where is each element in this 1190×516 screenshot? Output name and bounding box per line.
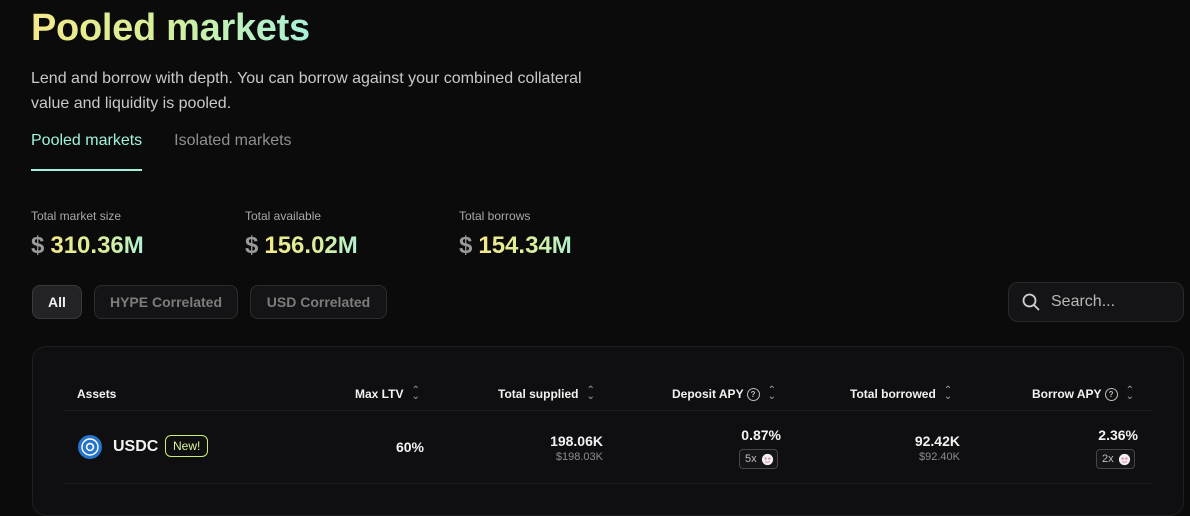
stat-label: Total borrows [459, 209, 531, 223]
max-ltv-value: 60% [395, 439, 424, 455]
stat-value: 156.02M [264, 232, 358, 259]
column-header-label: Deposit APY [672, 387, 744, 401]
column-header-total-borrowed[interactable]: Total borrowed ⌃ ⌄ [850, 385, 953, 402]
page-subtitle: Lend and borrow with depth. You can borr… [31, 70, 582, 112]
stat-total-available: Total available $156.02M [245, 209, 358, 260]
sort-icon[interactable]: ⌃ ⌄ [767, 385, 776, 402]
search-icon [1022, 293, 1040, 311]
borrow-points-multiplier[interactable]: 2x [1096, 449, 1135, 469]
column-header-borrow-apy[interactable]: Borrow APY? ⌃ ⌄ [1032, 385, 1134, 402]
points-icon [1118, 453, 1130, 465]
stat-total-borrows: Total borrows $154.34M [459, 209, 572, 260]
column-header-label: Max LTV [355, 387, 404, 401]
column-header-total-supplied[interactable]: Total supplied ⌃ ⌄ [498, 385, 595, 402]
table-row[interactable] [64, 411, 1152, 484]
column-header-label: Assets [77, 387, 117, 401]
column-header-label: Total borrowed [850, 387, 936, 401]
total-supplied-value: 198.06K [550, 433, 603, 449]
column-header-deposit-apy[interactable]: Deposit APY? ⌃ ⌄ [672, 385, 776, 402]
borrow-apy-value: 2.36% [1098, 427, 1138, 443]
total-supplied-usd: $198.03K [555, 451, 603, 463]
market-tabs: Pooled markets Isolated markets [31, 130, 324, 172]
stat-value: 310.36M [50, 232, 144, 259]
stat-label: Total market size [31, 209, 122, 223]
asset-name: USDC [113, 438, 159, 455]
filter-usd-correlated-button[interactable]: USD Correlated [250, 285, 387, 319]
currency-symbol: $ [245, 232, 259, 259]
sort-icon[interactable]: ⌃ ⌄ [1125, 385, 1134, 402]
column-header-label: Borrow APY [1032, 387, 1102, 401]
multiplier-label: 2x [1102, 453, 1114, 465]
total-borrowed-value: 92.42K [914, 433, 960, 449]
currency-symbol: $ [31, 232, 45, 259]
filter-hype-correlated-button[interactable]: HYPE Correlated [94, 285, 238, 319]
currency-symbol: $ [459, 232, 473, 259]
sort-icon[interactable]: ⌃ ⌄ [411, 385, 420, 402]
stat-value: 154.34M [478, 232, 572, 259]
deposit-points-multiplier[interactable]: 5x [739, 449, 778, 469]
points-icon [761, 453, 773, 465]
help-icon[interactable]: ? [1104, 387, 1118, 401]
stat-label: Total available [245, 209, 322, 223]
sort-icon[interactable]: ⌃ ⌄ [943, 385, 953, 402]
tab-pooled-markets[interactable]: Pooled markets [31, 130, 143, 172]
tab-isolated-markets[interactable]: Isolated markets [174, 132, 292, 149]
deposit-apy-value: 0.87% [741, 427, 781, 443]
search-input[interactable] [1049, 292, 1173, 312]
column-header-assets: Assets [77, 387, 116, 401]
sort-icon[interactable]: ⌃ ⌄ [586, 385, 595, 402]
stat-total-market-size: Total market size $310.36M [31, 209, 144, 260]
help-icon[interactable]: ? [746, 387, 760, 401]
multiplier-label: 5x [745, 453, 757, 465]
page-title: Pooled markets [31, 7, 310, 49]
total-borrowed-usd: $92.40K [919, 451, 960, 463]
header-divider [64, 410, 1152, 411]
column-header-label: Total supplied [498, 387, 579, 401]
search-box[interactable] [1008, 282, 1184, 322]
new-badge: New! [165, 435, 209, 457]
usdc-icon [78, 435, 102, 459]
filter-all-button[interactable]: All [32, 285, 82, 319]
column-header-max-ltv[interactable]: Max LTV ⌃ ⌄ [355, 385, 420, 402]
